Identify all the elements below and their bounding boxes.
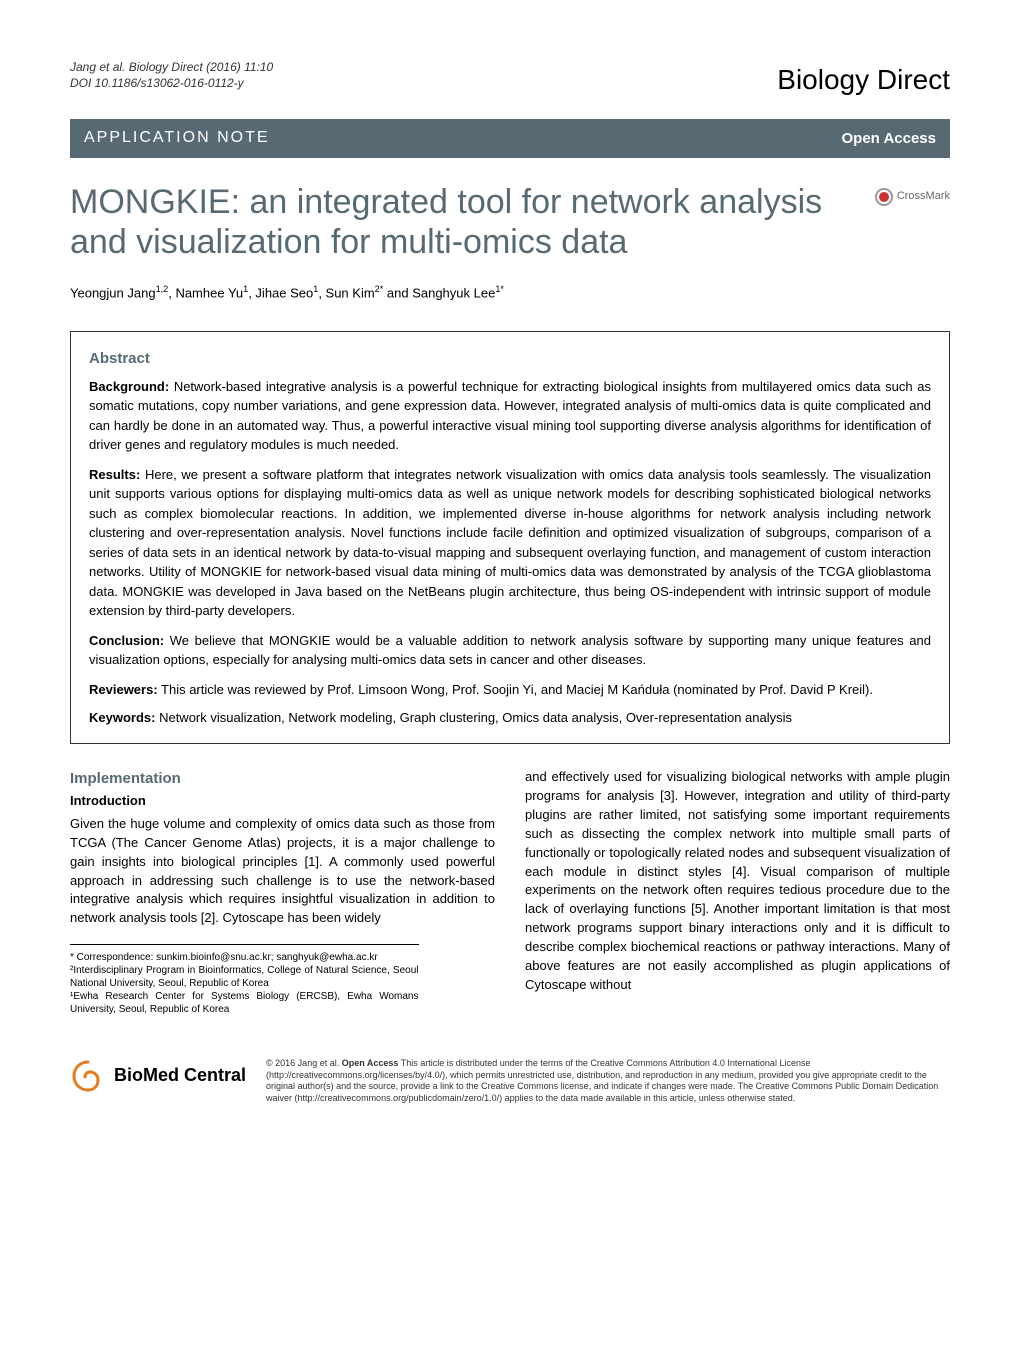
license-text: © 2016 Jang et al. Open Access This arti…: [266, 1058, 950, 1105]
abstract-conclusion: Conclusion: We believe that MONGKIE woul…: [89, 631, 931, 670]
right-column: and effectively used for visualizing bio…: [525, 768, 950, 1016]
introduction-heading: Introduction: [70, 792, 495, 811]
bmc-text: BioMed Central: [114, 1063, 246, 1088]
citation: Jang et al. Biology Direct (2016) 11:10 …: [70, 60, 273, 91]
column1-text: Given the huge volume and complexity of …: [70, 815, 495, 928]
conclusion-label: Conclusion:: [89, 633, 164, 648]
correspondence: * Correspondence: sunkim.bioinfo@snu.ac.…: [70, 951, 419, 964]
conclusion-text: We believe that MONGKIE would be a valua…: [89, 633, 931, 668]
keywords-text: Network visualization, Network modeling,…: [155, 710, 792, 725]
journal-name: Biology Direct: [777, 60, 950, 99]
column2-text: and effectively used for visualizing bio…: [525, 768, 950, 994]
citation-line-1: Jang et al. Biology Direct (2016) 11:10: [70, 60, 273, 76]
affiliation-2: ²Interdisciplinary Program in Bioinforma…: [70, 964, 419, 990]
abstract-reviewers: Reviewers: This article was reviewed by …: [89, 680, 931, 700]
crossmark-badge[interactable]: CrossMark: [875, 188, 950, 206]
reviewers-label: Reviewers:: [89, 682, 158, 697]
article-title: MONGKIE: an integrated tool for network …: [70, 182, 855, 264]
abstract-box: Abstract Background: Network-based integ…: [70, 331, 950, 745]
crossmark-icon: [875, 188, 893, 206]
abstract-heading: Abstract: [89, 348, 931, 369]
abstract-background: Background: Network-based integrative an…: [89, 377, 931, 455]
page-header: Jang et al. Biology Direct (2016) 11:10 …: [70, 60, 950, 99]
open-access-label: Open Access: [842, 128, 937, 149]
background-text: Network-based integrative analysis is a …: [89, 379, 931, 453]
implementation-heading: Implementation: [70, 768, 495, 790]
left-column: Implementation Introduction Given the hu…: [70, 768, 495, 1016]
crossmark-label: CrossMark: [897, 189, 950, 204]
abstract-results: Results: Here, we present a software pla…: [89, 465, 931, 621]
page-footer: BioMed Central © 2016 Jang et al. Open A…: [70, 1046, 950, 1105]
article-type-bar: APPLICATION NOTE Open Access: [70, 119, 950, 157]
background-label: Background:: [89, 379, 169, 394]
results-label: Results:: [89, 467, 140, 482]
keywords-label: Keywords:: [89, 710, 155, 725]
affiliation-1: ¹Ewha Research Center for Systems Biolog…: [70, 990, 419, 1016]
abstract-keywords: Keywords: Network visualization, Network…: [89, 709, 931, 727]
footnotes: * Correspondence: sunkim.bioinfo@snu.ac.…: [70, 944, 419, 1016]
reviewers-text: This article was reviewed by Prof. Limso…: [158, 682, 873, 697]
bmc-swirl-icon: [70, 1058, 106, 1094]
article-type: APPLICATION NOTE: [84, 127, 270, 149]
biomed-central-logo: BioMed Central: [70, 1058, 246, 1094]
results-text: Here, we present a software platform tha…: [89, 467, 931, 619]
body-columns: Implementation Introduction Given the hu…: [70, 768, 950, 1016]
citation-line-2: DOI 10.1186/s13062-016-0112-y: [70, 76, 273, 92]
authors-list: Yeongjun Jang1,2, Namhee Yu1, Jihae Seo1…: [70, 283, 950, 303]
